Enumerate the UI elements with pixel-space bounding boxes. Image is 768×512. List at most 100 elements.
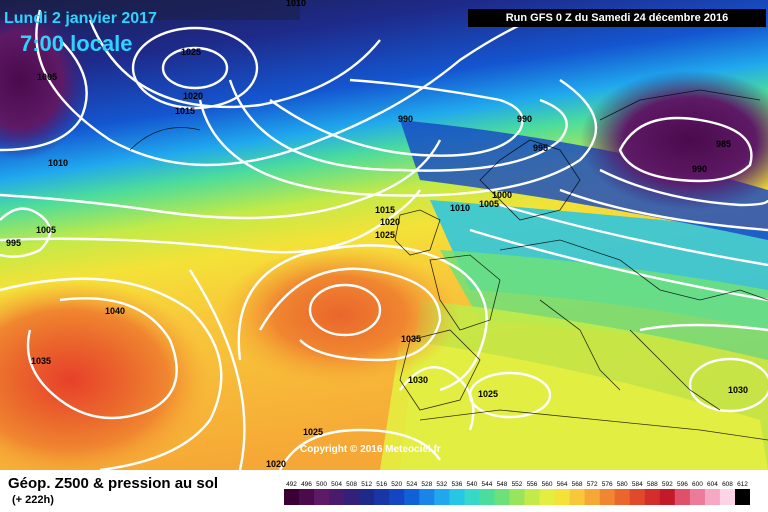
svg-text:995: 995	[6, 238, 21, 248]
scale-swatch	[314, 489, 330, 505]
svg-text:1005: 1005	[479, 199, 499, 209]
scale-swatch	[539, 489, 555, 505]
scale-tick-label: 548	[497, 481, 508, 488]
isobar-lines	[0, 8, 768, 470]
scale-tick-label: 612	[737, 481, 748, 488]
svg-text:1035: 1035	[31, 356, 51, 366]
scale-swatch	[629, 489, 646, 505]
scale-swatch	[344, 489, 360, 505]
scale-swatch	[434, 489, 450, 505]
run-info-banner: Run GFS 0 Z du Samedi 24 décembre 2016	[468, 9, 766, 27]
scale-swatch	[524, 489, 540, 505]
scale-swatch	[389, 489, 405, 505]
scale-swatch	[419, 489, 435, 505]
scale-swatch	[449, 489, 465, 505]
scale-swatch	[494, 489, 510, 505]
scale-tick-label: 504	[331, 481, 342, 488]
scale-tick-label: 524	[406, 481, 417, 488]
svg-text:1015: 1015	[175, 106, 195, 116]
scale-tick-label: 560	[542, 481, 553, 488]
scale-tick-label: 536	[451, 481, 462, 488]
scale-swatch	[479, 489, 495, 505]
svg-text:1005: 1005	[36, 225, 56, 235]
scale-tick-label: 492	[286, 481, 297, 488]
svg-text:1010: 1010	[286, 0, 306, 8]
coastlines	[129, 89, 768, 441]
svg-text:985: 985	[716, 139, 731, 149]
scale-tick-label: 500	[316, 481, 327, 488]
svg-text:1020: 1020	[380, 217, 400, 227]
forecast-time: 7:00 locale	[20, 31, 133, 56]
scale-tick-label: 572	[587, 481, 598, 488]
scale-swatch	[464, 489, 480, 505]
scale-swatch	[329, 489, 345, 505]
legend-title: Géop. Z500 & pression au sol	[8, 475, 219, 492]
svg-text:1035: 1035	[401, 334, 421, 344]
scale-tick-label: 576	[602, 481, 613, 488]
scale-swatch	[299, 489, 315, 505]
scale-swatch	[599, 489, 616, 505]
scale-tick-label: 540	[466, 481, 477, 488]
scale-tick-label: 580	[617, 481, 628, 488]
scale-swatch	[284, 489, 300, 505]
svg-text:1015: 1015	[375, 205, 395, 215]
scale-tick-label: 600	[692, 481, 703, 488]
scale-tick-label: 556	[527, 481, 538, 488]
scale-tick-label: 520	[391, 481, 402, 488]
svg-text:1030: 1030	[728, 385, 748, 395]
scale-tick-label: 596	[677, 481, 688, 488]
scale-tick-label: 592	[662, 481, 673, 488]
scale-swatch	[644, 489, 661, 505]
scale-tick-label: 516	[376, 481, 387, 488]
color-scale: 492 496 500 504 508 512 516 520 524 528 532 536 540 5…	[284, 481, 750, 505]
scale-swatch	[509, 489, 525, 505]
scale-swatch	[659, 489, 676, 505]
svg-text:990: 990	[398, 114, 413, 124]
scale-tick-label: 508	[346, 481, 357, 488]
scale-swatch	[569, 489, 586, 505]
svg-text:1025: 1025	[303, 427, 323, 437]
scale-swatch	[735, 489, 750, 505]
scale-swatch	[674, 489, 691, 505]
svg-text:995: 995	[533, 143, 548, 153]
scale-tick-label: 608	[722, 481, 733, 488]
scale-tick-label: 496	[301, 481, 312, 488]
scale-tick-label: 512	[361, 481, 372, 488]
scale-tick-label: 528	[421, 481, 432, 488]
svg-text:1000: 1000	[492, 190, 512, 200]
weather-map: 1010 1025 1005 1020 1015 1010 995 1005 9…	[0, 0, 768, 470]
svg-text:1030: 1030	[408, 375, 428, 385]
svg-text:1020: 1020	[183, 91, 203, 101]
svg-text:990: 990	[692, 164, 707, 174]
scale-tick-label: 584	[632, 481, 643, 488]
svg-text:990: 990	[517, 114, 532, 124]
scale-swatch	[584, 489, 601, 505]
scale-swatch	[704, 489, 721, 505]
svg-text:1025: 1025	[478, 389, 498, 399]
scale-tick-label: 532	[436, 481, 447, 488]
svg-text:1010: 1010	[450, 203, 470, 213]
scale-tick-label: 588	[647, 481, 658, 488]
svg-text:1005: 1005	[37, 72, 57, 82]
scale-swatch	[374, 489, 390, 505]
svg-text:1010: 1010	[48, 158, 68, 168]
forecast-date: Lundi 2 janvier 2017	[4, 10, 157, 27]
scale-tick-label: 568	[572, 481, 583, 488]
scale-tick-label: 544	[481, 481, 492, 488]
svg-text:1040: 1040	[105, 306, 125, 316]
scale-swatch	[359, 489, 375, 505]
scale-swatch	[689, 489, 706, 505]
scale-swatch	[554, 489, 571, 505]
scale-tick-label: 564	[557, 481, 568, 488]
svg-text:1025: 1025	[375, 230, 395, 240]
scale-tick-label: 552	[512, 481, 523, 488]
scale-swatch	[614, 489, 631, 505]
scale-tick-label: 604	[707, 481, 718, 488]
isobar-labels: 1010 1025 1005 1020 1015 1010 995 1005 9…	[6, 0, 748, 469]
svg-text:1020: 1020	[266, 459, 286, 469]
legend-subtitle: (+ 222h)	[12, 494, 54, 506]
scale-swatch	[404, 489, 420, 505]
scale-swatch	[719, 489, 736, 505]
copyright-text: Copyright © 2016 Meteociel.fr	[300, 444, 441, 455]
svg-text:1025: 1025	[181, 47, 201, 57]
